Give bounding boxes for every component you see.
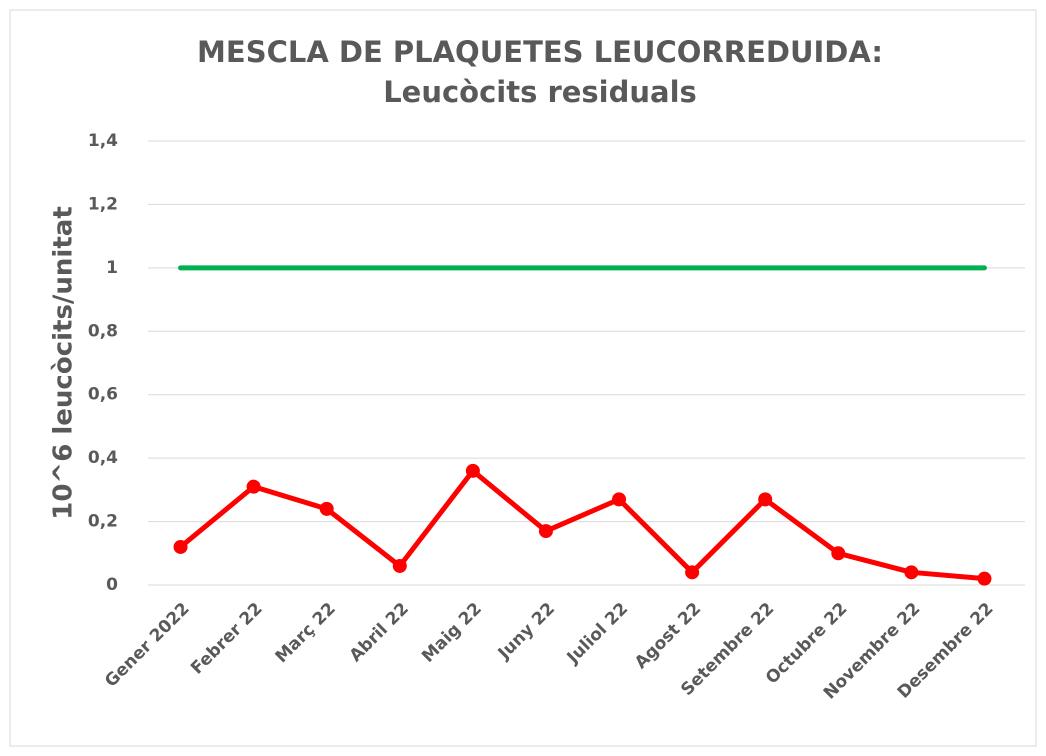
y-tick-label: 0,8 bbox=[88, 321, 118, 341]
y-tick-label: 0,6 bbox=[88, 385, 118, 405]
y-tick-label: 1 bbox=[106, 258, 118, 278]
y-tick-label: 0,2 bbox=[88, 512, 118, 532]
chart-title: MESCLA DE PLAQUETES LEUCORREDUIDA: bbox=[197, 35, 883, 69]
point bbox=[319, 501, 334, 516]
series-line bbox=[178, 468, 987, 582]
point bbox=[977, 571, 992, 586]
y-tick-label: 1,4 bbox=[88, 131, 118, 151]
y-tick-label: 0 bbox=[106, 575, 118, 595]
point bbox=[904, 565, 919, 580]
chart-subtitle: Leucòcits residuals bbox=[383, 75, 697, 109]
y-axis-label: 10^6 leucòcits/unitat bbox=[49, 206, 79, 520]
point bbox=[465, 463, 480, 478]
chart-border bbox=[9, 9, 1037, 747]
point bbox=[758, 492, 773, 507]
point bbox=[173, 539, 188, 554]
point bbox=[831, 546, 846, 561]
point bbox=[392, 558, 407, 573]
point bbox=[246, 479, 261, 494]
y-tick-label: 0,4 bbox=[88, 448, 118, 468]
point bbox=[612, 492, 627, 507]
y-tick-label: 1,2 bbox=[88, 194, 118, 214]
point bbox=[538, 524, 553, 539]
point bbox=[685, 565, 700, 580]
